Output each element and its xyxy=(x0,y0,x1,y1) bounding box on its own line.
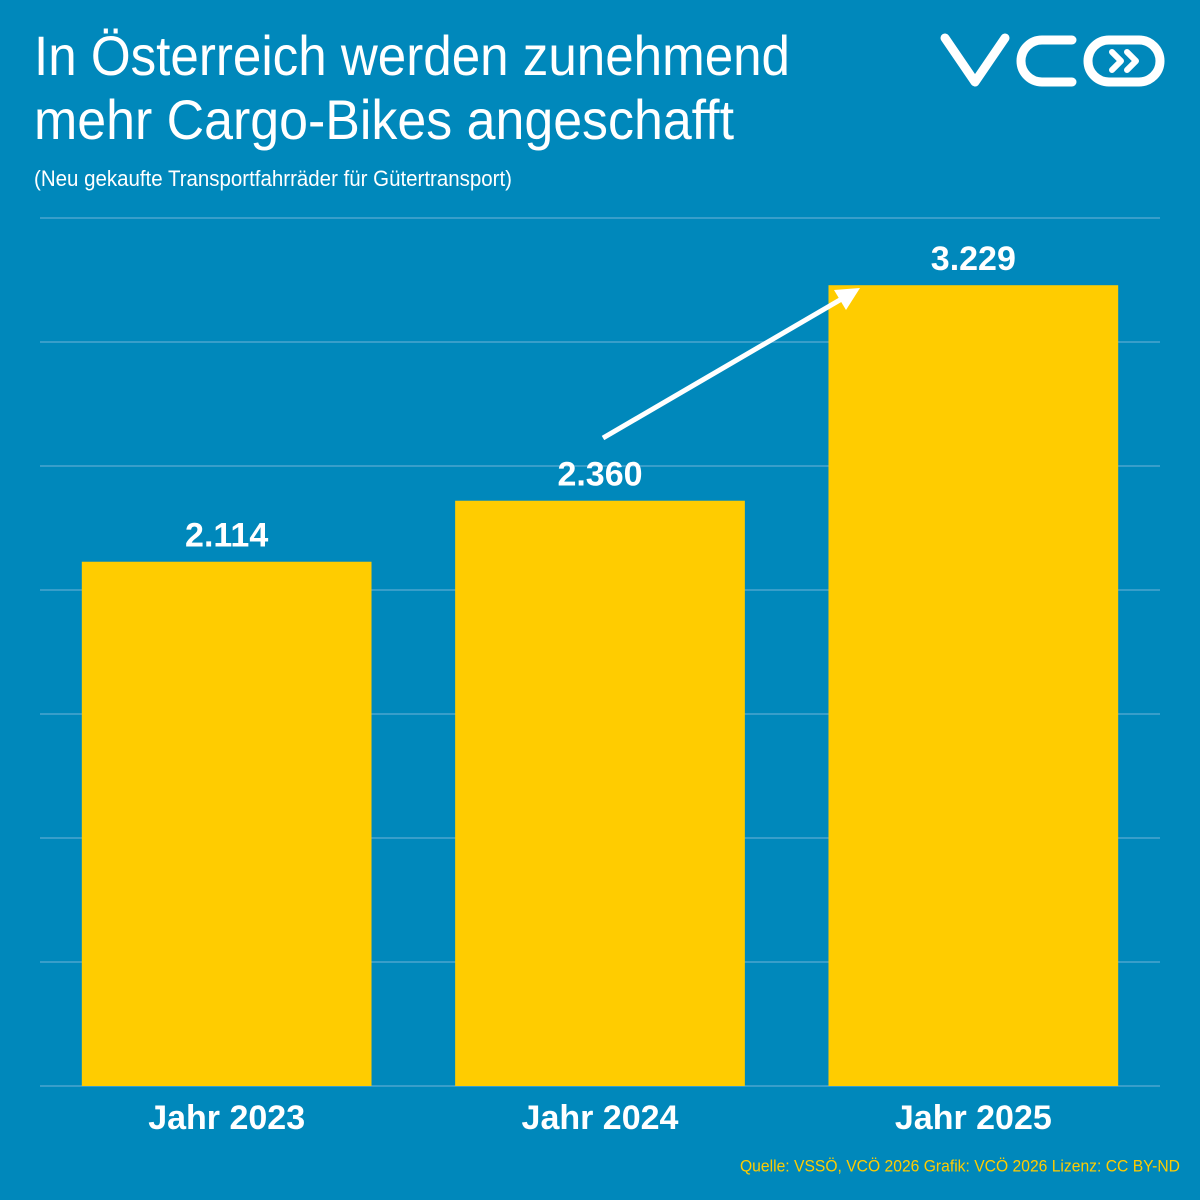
bar xyxy=(81,561,372,1086)
value-label: 3.229 xyxy=(931,240,1016,278)
value-label: 2.114 xyxy=(185,517,268,555)
value-label: 2.360 xyxy=(557,456,642,494)
chart-title: In Österreich werden zunehmend xyxy=(34,24,790,87)
trend-arrow xyxy=(601,288,860,441)
bar xyxy=(455,500,745,1087)
chart-title: mehr Cargo-Bikes angeschafft xyxy=(34,88,734,151)
source-note: Quelle: VSSÖ, VCÖ 2026 Grafik: VCÖ 2026 … xyxy=(740,1156,1180,1175)
x-tick-label: Jahr 2025 xyxy=(895,1099,1052,1137)
logo xyxy=(940,33,1165,87)
x-tick-label: Jahr 2023 xyxy=(148,1099,305,1137)
x-tick-label: Jahr 2024 xyxy=(522,1099,679,1137)
chart-subtitle: (Neu gekaufte Transportfahrräder für Güt… xyxy=(34,166,512,191)
bar xyxy=(828,285,1119,1086)
